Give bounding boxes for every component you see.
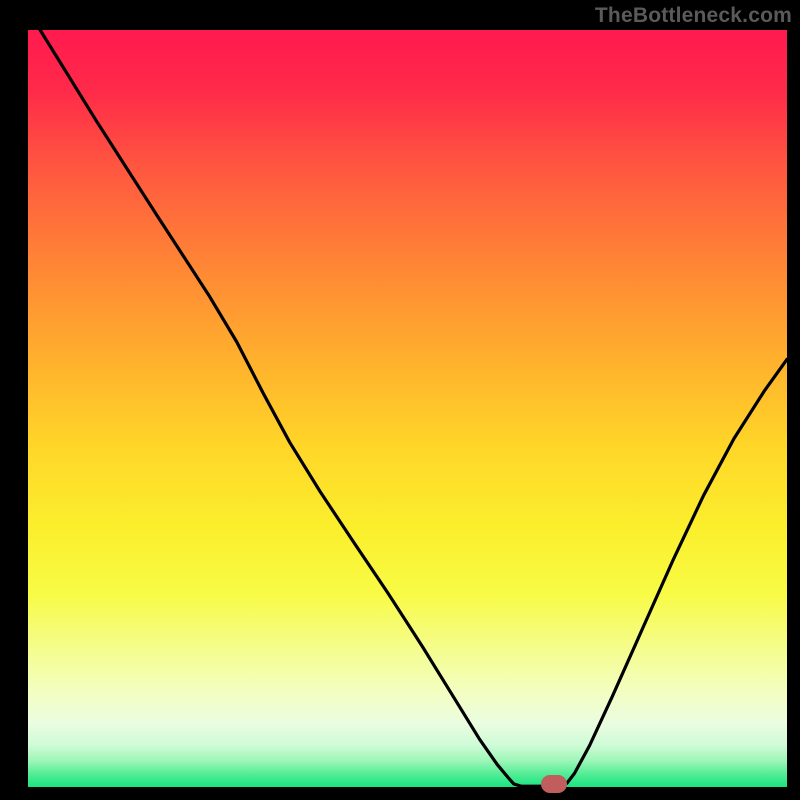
chart-container: TheBottleneck.com xyxy=(0,0,800,800)
minimum-marker xyxy=(541,775,567,793)
bottleneck-curve xyxy=(40,30,787,786)
plot-area xyxy=(28,30,787,787)
curve-layer xyxy=(28,30,787,787)
watermark-text: TheBottleneck.com xyxy=(595,4,792,28)
